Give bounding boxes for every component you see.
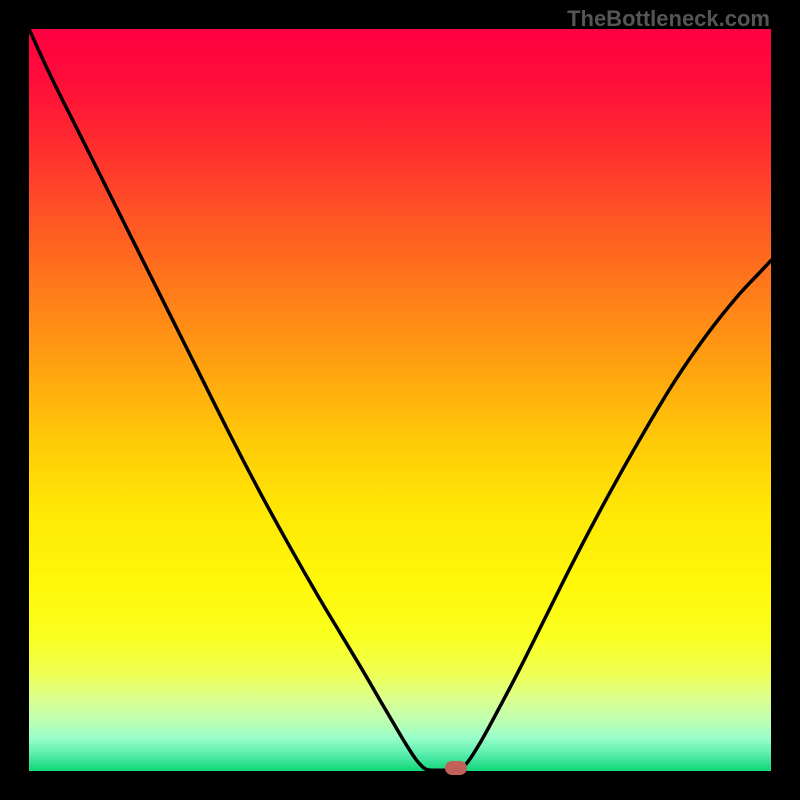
curve-layer <box>29 29 771 771</box>
bottleneck-curve <box>29 29 771 770</box>
chart-container: TheBottleneck.com <box>0 0 800 800</box>
watermark-text: TheBottleneck.com <box>567 6 770 32</box>
optimal-marker <box>445 761 467 775</box>
plot-area <box>29 29 771 771</box>
